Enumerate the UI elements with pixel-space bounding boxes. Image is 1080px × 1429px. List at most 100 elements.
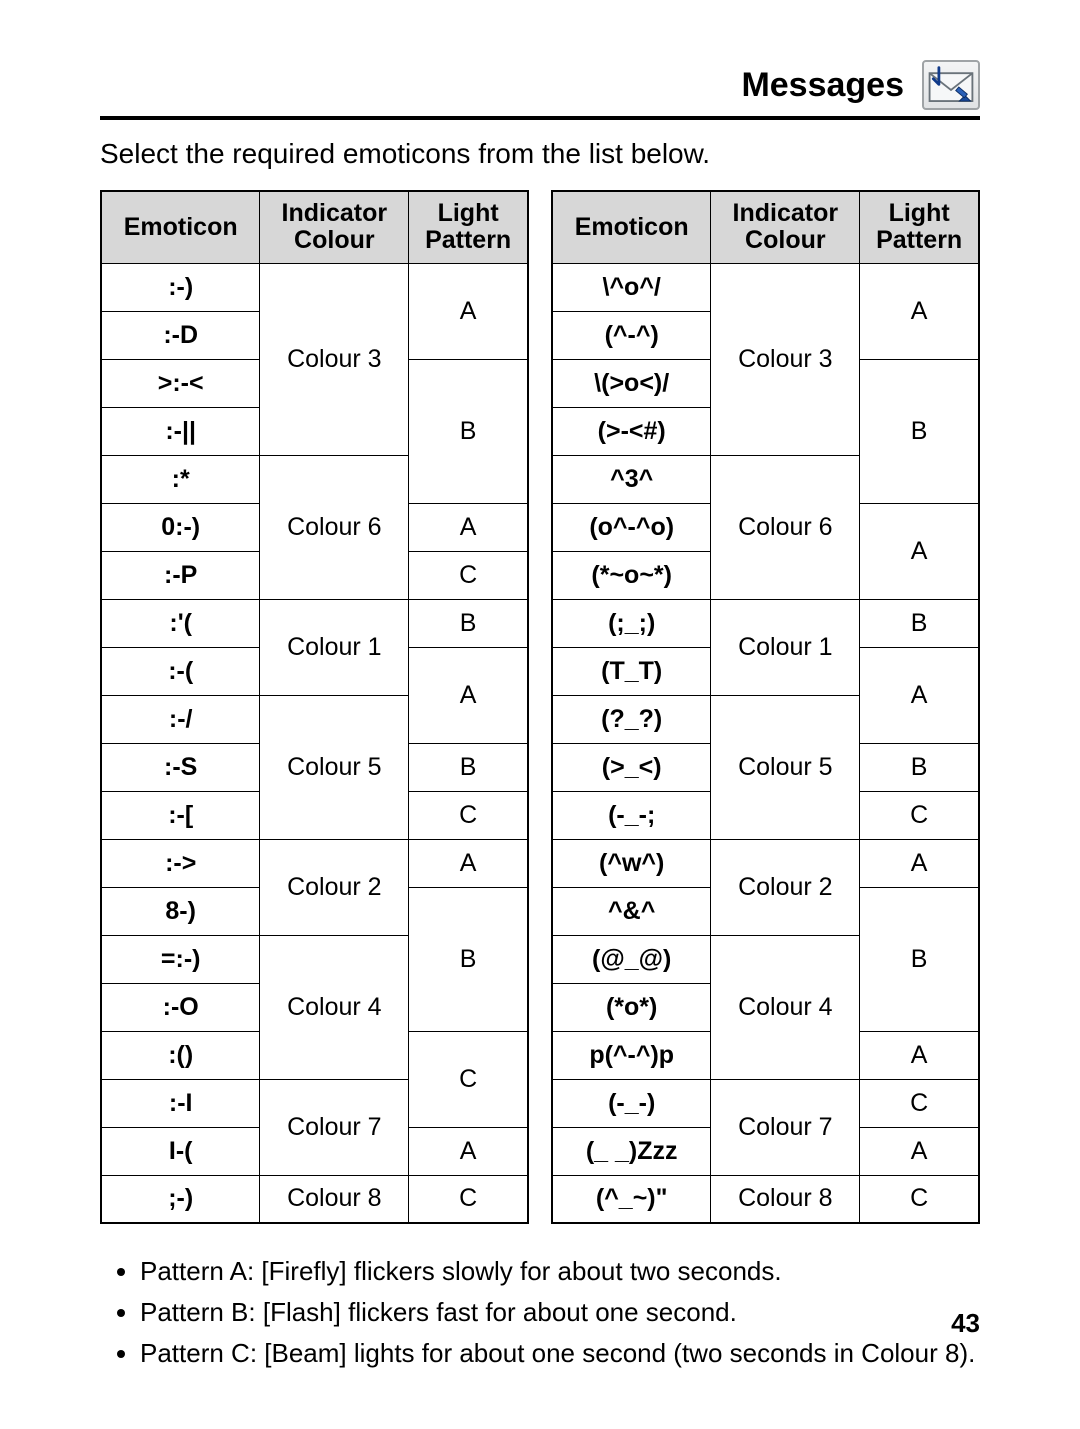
tables-row: Emoticon IndicatorColour LightPattern :-… bbox=[100, 190, 980, 1224]
emoticon-table-right: Emoticon IndicatorColour LightPattern \^… bbox=[551, 190, 980, 1224]
emoticon-cell: (>-<#) bbox=[552, 407, 711, 455]
table-row: (;_;)Colour 1B bbox=[552, 599, 979, 647]
colour-cell: Colour 3 bbox=[711, 263, 860, 455]
emoticon-cell: :-I bbox=[101, 1079, 260, 1127]
emoticon-cell: (-_-) bbox=[552, 1079, 711, 1127]
emoticon-cell: :-/ bbox=[101, 695, 260, 743]
colour-cell: Colour 7 bbox=[711, 1079, 860, 1175]
pattern-cell: A bbox=[860, 647, 979, 743]
pattern-cell: C bbox=[860, 1175, 979, 1223]
pattern-cell: C bbox=[860, 1079, 979, 1127]
emoticon-cell: =:-) bbox=[101, 935, 260, 983]
emoticon-cell: >:-< bbox=[101, 359, 260, 407]
emoticon-cell: :-) bbox=[101, 263, 260, 311]
intro-text: Select the required emoticons from the l… bbox=[100, 138, 980, 170]
colour-cell: Colour 4 bbox=[711, 935, 860, 1079]
emoticon-cell: (^-^) bbox=[552, 311, 711, 359]
emoticon-cell: 8-) bbox=[101, 887, 260, 935]
pattern-cell: A bbox=[860, 263, 979, 359]
colour-cell: Colour 5 bbox=[711, 695, 860, 839]
pattern-cell: B bbox=[409, 743, 528, 791]
colour-cell: Colour 2 bbox=[711, 839, 860, 935]
emoticon-cell: (;_;) bbox=[552, 599, 711, 647]
pattern-cell: B bbox=[409, 887, 528, 1031]
pattern-cell: A bbox=[860, 1031, 979, 1079]
pattern-cell: C bbox=[860, 791, 979, 839]
pattern-cell: B bbox=[409, 599, 528, 647]
colour-cell: Colour 8 bbox=[260, 1175, 409, 1223]
emoticon-cell: p(^-^)p bbox=[552, 1031, 711, 1079]
emoticon-cell: \(>o<)/ bbox=[552, 359, 711, 407]
emoticon-cell: (-_-; bbox=[552, 791, 711, 839]
pattern-cell: A bbox=[409, 503, 528, 551]
emoticon-cell: :-O bbox=[101, 983, 260, 1031]
table-row: \^o^/Colour 3A bbox=[552, 263, 979, 311]
pattern-cell: B bbox=[409, 359, 528, 503]
pattern-cell: A bbox=[409, 839, 528, 887]
note-item: Pattern A: [Firefly] flickers slowly for… bbox=[140, 1252, 980, 1291]
emoticon-table-left: Emoticon IndicatorColour LightPattern :-… bbox=[100, 190, 529, 1224]
emoticon-cell: :* bbox=[101, 455, 260, 503]
th-pattern: LightPattern bbox=[860, 191, 979, 263]
table-row: (^_~)"Colour 8C bbox=[552, 1175, 979, 1223]
th-emoticon: Emoticon bbox=[552, 191, 711, 263]
emoticon-cell: ;-) bbox=[101, 1175, 260, 1223]
emoticon-cell: :-( bbox=[101, 647, 260, 695]
pattern-cell: C bbox=[409, 551, 528, 599]
th-pattern: LightPattern bbox=[409, 191, 528, 263]
emoticon-cell: I-( bbox=[101, 1127, 260, 1175]
emoticon-cell: (>_<) bbox=[552, 743, 711, 791]
emoticon-cell: :() bbox=[101, 1031, 260, 1079]
emoticon-cell: :-S bbox=[101, 743, 260, 791]
pattern-cell: C bbox=[409, 1031, 528, 1127]
emoticon-cell: (*~o~*) bbox=[552, 551, 711, 599]
pattern-cell: B bbox=[860, 599, 979, 647]
pattern-cell: A bbox=[409, 1127, 528, 1175]
emoticon-cell: :-> bbox=[101, 839, 260, 887]
note-item: Pattern B: [Flash] flickers fast for abo… bbox=[140, 1293, 980, 1332]
page-number: 43 bbox=[951, 1308, 980, 1339]
pattern-cell: C bbox=[409, 1175, 528, 1223]
colour-cell: Colour 6 bbox=[711, 455, 860, 599]
emoticon-cell: :-[ bbox=[101, 791, 260, 839]
emoticon-cell: (?_?) bbox=[552, 695, 711, 743]
pattern-cell: B bbox=[860, 887, 979, 1031]
pattern-cell: C bbox=[409, 791, 528, 839]
emoticon-cell: :-P bbox=[101, 551, 260, 599]
table-row: ;-)Colour 8C bbox=[101, 1175, 528, 1223]
emoticon-cell: (o^-^o) bbox=[552, 503, 711, 551]
table-row: (-_-)Colour 7C bbox=[552, 1079, 979, 1127]
mail-icon bbox=[922, 60, 980, 110]
pattern-notes: Pattern A: [Firefly] flickers slowly for… bbox=[100, 1252, 980, 1373]
emoticon-cell: :-|| bbox=[101, 407, 260, 455]
colour-cell: Colour 1 bbox=[711, 599, 860, 695]
colour-cell: Colour 3 bbox=[260, 263, 409, 455]
th-colour: IndicatorColour bbox=[711, 191, 860, 263]
pattern-cell: A bbox=[860, 503, 979, 599]
emoticon-cell: ^&^ bbox=[552, 887, 711, 935]
emoticon-cell: (_ _)Zzz bbox=[552, 1127, 711, 1175]
th-emoticon: Emoticon bbox=[101, 191, 260, 263]
colour-cell: Colour 2 bbox=[260, 839, 409, 935]
emoticon-cell: \^o^/ bbox=[552, 263, 711, 311]
table-row: :'(Colour 1B bbox=[101, 599, 528, 647]
emoticon-cell: (T_T) bbox=[552, 647, 711, 695]
table-row: (^w^)Colour 2A bbox=[552, 839, 979, 887]
emoticon-cell: (^w^) bbox=[552, 839, 711, 887]
pattern-cell: A bbox=[860, 1127, 979, 1175]
pattern-cell: A bbox=[409, 263, 528, 359]
emoticon-cell: :'( bbox=[101, 599, 260, 647]
emoticon-cell: (@_@) bbox=[552, 935, 711, 983]
note-item: Pattern C: [Beam] lights for about one s… bbox=[140, 1334, 980, 1373]
th-colour: IndicatorColour bbox=[260, 191, 409, 263]
colour-cell: Colour 7 bbox=[260, 1079, 409, 1175]
pattern-cell: A bbox=[860, 839, 979, 887]
header-title: Messages bbox=[741, 66, 904, 105]
page-header: Messages bbox=[100, 60, 980, 120]
table-row: :-)Colour 3A bbox=[101, 263, 528, 311]
emoticon-cell: ^3^ bbox=[552, 455, 711, 503]
colour-cell: Colour 8 bbox=[711, 1175, 860, 1223]
colour-cell: Colour 1 bbox=[260, 599, 409, 695]
emoticon-cell: 0:-) bbox=[101, 503, 260, 551]
colour-cell: Colour 6 bbox=[260, 455, 409, 599]
